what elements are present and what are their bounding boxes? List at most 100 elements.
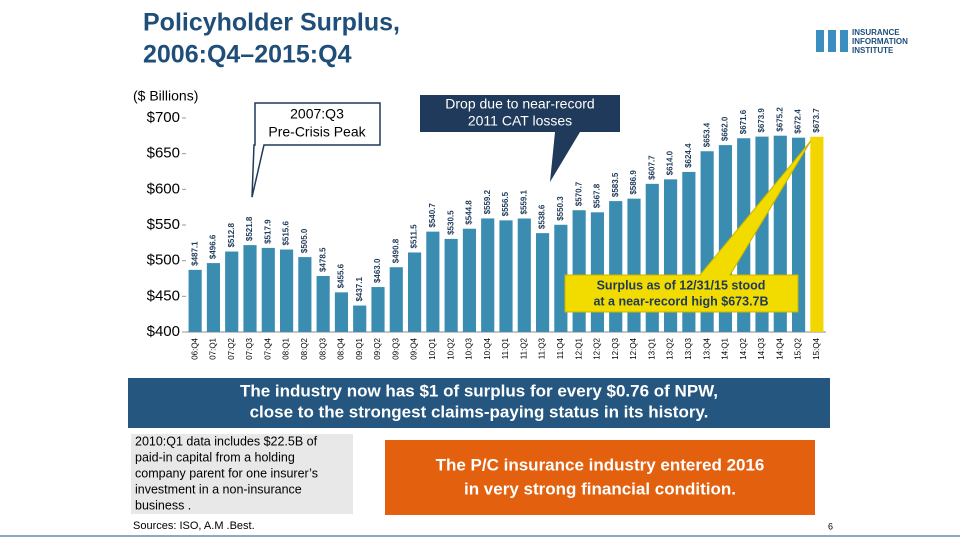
value-label: $487.1 [190,241,199,266]
x-tick-label: 10:Q1 [428,337,437,359]
value-label: $550.3 [556,196,565,221]
y-tick-label: $500 [147,252,180,269]
page-number: 6 [828,521,833,531]
conclusion-box [385,440,815,515]
x-tick-label: 15:Q2 [794,337,803,359]
value-label: $540.7 [428,203,437,228]
x-tick-label: 09:Q4 [410,337,419,359]
value-label: $496.6 [209,234,218,259]
bar [371,287,385,332]
notes: 2007:Q3 Pre-Crisis Peak Drop due to near-r… [128,95,833,532]
conclusion-text: The P/C insurance industry entered 2016 [436,455,765,474]
x-tick-label: 08:Q1 [282,337,291,359]
value-label: $556.5 [501,191,510,216]
bar [517,218,531,332]
bar [298,257,312,332]
bar [590,212,605,332]
x-tick-label: 08:Q4 [337,337,346,359]
note-text: business . [135,498,191,512]
x-tick-label: 10:Q3 [465,337,474,359]
value-label: $512.8 [227,223,236,248]
x-tick-label: 10:Q4 [483,337,492,359]
y-axis-label: ($ Billions) [133,88,198,104]
x-tick-label: 06:Q4 [190,337,199,359]
x-tick-label: 07:Q1 [209,337,218,359]
logo-bar [828,30,836,52]
callout [420,95,620,182]
note-box [131,434,353,514]
bar [572,210,586,332]
callout-text: 2011 CAT losses [468,113,572,129]
bar [426,231,440,332]
bar [316,276,330,332]
callout-text: at a near-record high $673.7B [593,294,768,308]
x-tick-label: 07:Q3 [245,337,254,359]
x-tick-label: 10:Q2 [446,337,455,359]
bar [225,251,239,332]
value-label: $505.0 [300,228,309,253]
note-text: paid-in capital from a holding [135,450,295,464]
bar [261,247,275,332]
value-label: $673.7 [812,108,821,133]
bar [444,238,458,332]
value-label: $672.4 [794,109,803,134]
bar [407,252,422,332]
value-label: $515.6 [282,221,291,246]
banner-text: The industry now has $1 of surplus for e… [240,381,718,400]
value-label: $463.0 [373,258,382,283]
value-label: $530.5 [446,210,455,235]
value-label: $675.2 [775,107,784,132]
x-tick-label: 14:Q4 [775,337,784,359]
logo-bar [816,30,824,52]
x-tick-label: 09:Q1 [355,337,364,359]
callout-text: 2007:Q3 [290,106,344,122]
value-label: $559.2 [483,189,492,214]
x-tick-label: 13:Q3 [684,337,693,359]
bar [810,136,824,332]
x-tick-label: 07:Q4 [263,337,272,359]
logo-bar [840,30,848,52]
x-tick-label: 07:Q2 [227,337,236,359]
x-tick-label: 11:Q4 [556,337,565,359]
value-label: $511.5 [410,224,419,249]
note-text: company parent for one insurer’s [135,466,318,480]
y-tick-label: $450 [147,287,180,304]
x-tick-label: 08:Q2 [300,337,309,359]
y-tick-label: $550 [147,216,180,233]
logo-text: INSURANCE [852,28,900,37]
callout-text: Pre-Crisis Peak [268,124,366,140]
value-label: $624.4 [684,143,693,168]
value-label: $614.0 [666,150,675,175]
x-tick-label: 14:Q3 [757,337,766,359]
x-tick-label: 11:Q3 [538,337,547,359]
bar [279,249,294,332]
value-label: $455.6 [337,263,346,288]
logo-text: INFORMATION [852,37,908,46]
bar [554,224,568,332]
callout-text: Surplus as of 12/31/15 stood [597,278,766,292]
y-tick-label: $400 [147,323,180,340]
x-tick-label: 08:Q3 [318,337,327,359]
bar [462,228,477,332]
value-label: $673.9 [757,108,766,133]
x-tick-label: 12:Q4 [629,337,638,359]
value-label: $570.7 [574,181,583,206]
value-label: $586.9 [629,170,638,195]
value-label: $607.7 [647,155,656,180]
bar [334,292,349,332]
title-line: Policyholder Surplus, [143,9,400,37]
value-label: $662.0 [721,116,730,141]
x-tick-label: 11:Q2 [519,337,528,359]
x-tick-label: 12:Q2 [593,337,602,359]
value-label: $437.1 [355,277,364,302]
callout [251,102,381,198]
bar [188,269,202,332]
x-tick-label: 13:Q2 [666,337,675,359]
value-label: $653.4 [702,122,711,147]
x-tick-label: 13:Q1 [647,337,656,359]
banner-text: close to the strongest claims-paying sta… [250,402,709,421]
x-tick-label: 12:Q1 [574,337,583,359]
value-label: $538.6 [538,204,547,229]
x-tick-label: 15:Q4 [812,337,821,359]
bar [535,233,550,332]
